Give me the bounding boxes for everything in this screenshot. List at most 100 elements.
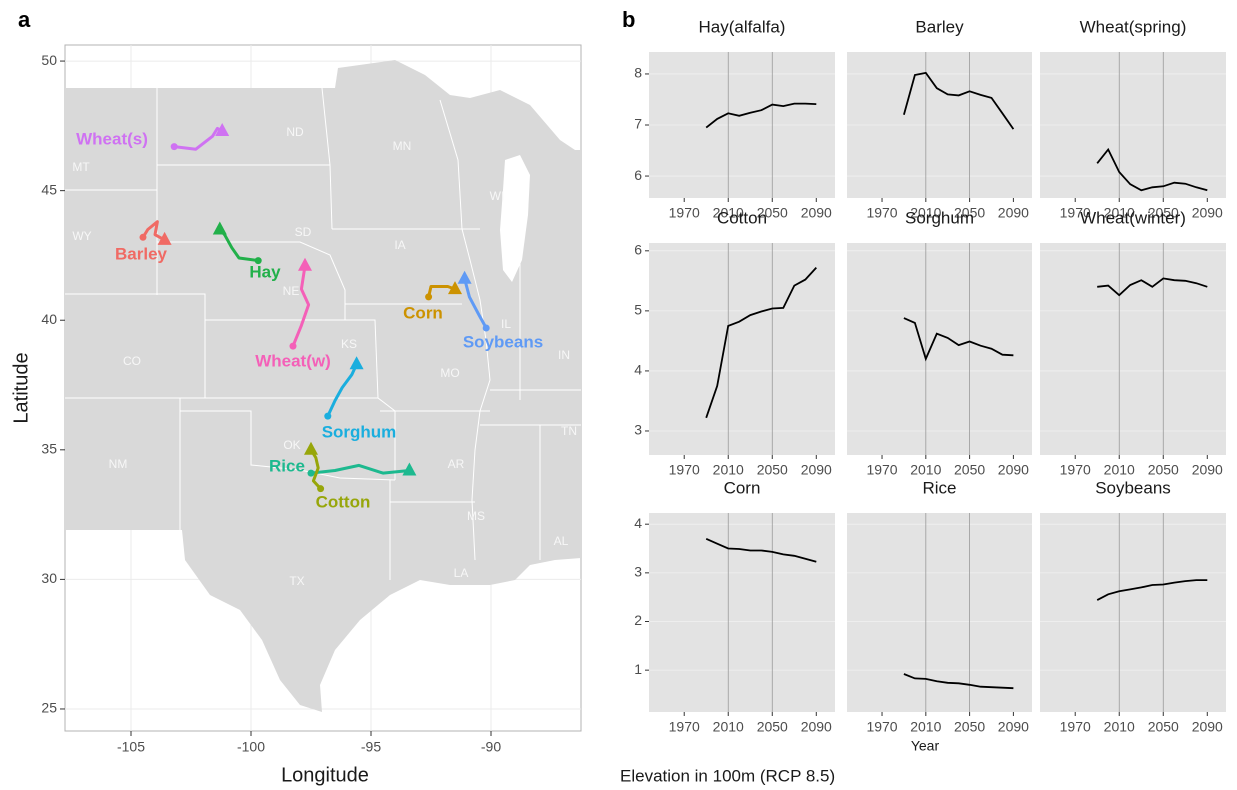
y-tick-label: 3 bbox=[634, 564, 642, 580]
end-point bbox=[215, 123, 230, 137]
facet-title: Wheat(spring) bbox=[1080, 17, 1187, 36]
y-tick-label: 40 bbox=[41, 311, 57, 327]
x-tick-label: 2010 bbox=[910, 462, 941, 478]
start-point bbox=[324, 412, 332, 420]
trajectory bbox=[141, 220, 166, 242]
x-tick-label: -100 bbox=[237, 739, 265, 755]
x-tick-label: 1970 bbox=[866, 462, 897, 478]
x-tick-label: -105 bbox=[117, 739, 145, 755]
line bbox=[903, 673, 1014, 690]
y-axis-title: Latitude bbox=[10, 352, 32, 423]
state-label: CO bbox=[123, 354, 141, 368]
x-axis-title: Year bbox=[911, 738, 940, 754]
land bbox=[65, 60, 581, 712]
trajectory bbox=[463, 278, 488, 329]
x-tick-label: 2050 bbox=[757, 462, 788, 478]
x-tick-label: 2090 bbox=[998, 462, 1029, 478]
series-label: Rice bbox=[269, 456, 305, 475]
y-tick-label: 25 bbox=[41, 700, 57, 716]
state-label: MT bbox=[72, 160, 90, 174]
x-tick-label: -95 bbox=[361, 739, 381, 755]
y-tick-label: 30 bbox=[41, 570, 57, 586]
state-label: LA bbox=[454, 566, 469, 580]
state-label: OK bbox=[283, 438, 300, 452]
line bbox=[705, 537, 817, 563]
state-label: TN bbox=[561, 424, 577, 438]
x-tick-label: 1970 bbox=[669, 205, 700, 221]
x-tick-label: 2050 bbox=[1148, 719, 1179, 735]
line bbox=[903, 317, 1014, 362]
facet-title: Barley bbox=[915, 17, 964, 36]
state-label: WI bbox=[490, 189, 505, 203]
facet-panel bbox=[649, 243, 835, 455]
x-tick-label: 2090 bbox=[1192, 462, 1223, 478]
x-tick-label: 1970 bbox=[1060, 719, 1091, 735]
x-tick-label: 2010 bbox=[910, 719, 941, 735]
state-label: NE bbox=[283, 284, 300, 298]
map-marks: ND MN MT WI SD WY IA NE IL CO KS MO IN OK TN NM AR MS AL TX… bbox=[72, 123, 577, 588]
start-point bbox=[425, 293, 433, 301]
x-tick-label: 2090 bbox=[801, 719, 832, 735]
state-label: KS bbox=[341, 337, 357, 351]
state-label: IL bbox=[501, 317, 511, 331]
x-tick-label: 1970 bbox=[866, 719, 897, 735]
y-tick-label: 2 bbox=[634, 612, 642, 628]
facet-title: Soybeans bbox=[1095, 478, 1171, 497]
facet-title: Sorghum bbox=[905, 208, 974, 227]
facet-panel bbox=[1040, 513, 1226, 712]
x-tick-label: 2050 bbox=[954, 462, 985, 478]
end-point bbox=[157, 231, 172, 245]
state-label: TX bbox=[289, 574, 304, 588]
x-tick-label: 2010 bbox=[713, 462, 744, 478]
end-point bbox=[448, 281, 462, 295]
trajectory bbox=[326, 363, 358, 417]
y-tick-label: 5 bbox=[634, 302, 642, 318]
facet-panel bbox=[1040, 243, 1226, 455]
end-point bbox=[212, 221, 227, 235]
end-point bbox=[304, 441, 318, 455]
x-tick-label: 1970 bbox=[1060, 205, 1091, 221]
caption: Elevation in 100m (RCP 8.5) bbox=[620, 766, 835, 785]
line bbox=[1096, 579, 1208, 601]
x-tick-label: 2010 bbox=[1104, 205, 1135, 221]
x-tick-label: 2090 bbox=[1192, 205, 1223, 221]
line bbox=[903, 71, 1015, 130]
y-tick-label: 7 bbox=[634, 116, 642, 132]
facet-title: Hay(alfalfa) bbox=[699, 17, 786, 36]
state-label: AR bbox=[448, 457, 465, 471]
x-tick-label: 2050 bbox=[757, 205, 788, 221]
x-tick-label: 2050 bbox=[757, 719, 788, 735]
state-label: MN bbox=[393, 139, 412, 153]
series-label: Wheat(w) bbox=[255, 351, 331, 370]
trajectory bbox=[427, 285, 456, 298]
state-label: ND bbox=[286, 125, 304, 139]
x-tick-label: 2010 bbox=[713, 719, 744, 735]
y-tick-label: 1 bbox=[634, 661, 642, 677]
x-tick-label: 2050 bbox=[1148, 462, 1179, 478]
state-label: MO bbox=[440, 366, 459, 380]
x-tick-label: 2010 bbox=[713, 205, 744, 221]
panel-label: b bbox=[622, 7, 635, 32]
y-tick-label: 6 bbox=[634, 167, 642, 183]
y-tick-label: 3 bbox=[634, 422, 642, 438]
series-label: Wheat(s) bbox=[76, 129, 148, 148]
trajectory bbox=[309, 449, 322, 490]
x-tick-label: 2090 bbox=[998, 719, 1029, 735]
x-tick-label: 2090 bbox=[801, 205, 832, 221]
x-tick-label: 2090 bbox=[801, 462, 832, 478]
series-label: Barley bbox=[115, 244, 168, 263]
series-label: Cotton bbox=[316, 492, 371, 511]
y-tick-label: 50 bbox=[41, 52, 57, 68]
x-tick-label: -90 bbox=[481, 739, 501, 755]
y-tick-label: 4 bbox=[634, 362, 642, 378]
end-point bbox=[457, 270, 472, 284]
y-tick-label: 8 bbox=[634, 65, 642, 81]
start-point bbox=[482, 324, 490, 332]
x-tick-label: 2090 bbox=[1192, 719, 1223, 735]
series-label: Hay bbox=[249, 262, 281, 281]
y-tick-label: 4 bbox=[634, 515, 642, 531]
x-tick-label: 1970 bbox=[669, 462, 700, 478]
state-label: MS bbox=[467, 509, 485, 523]
end-point bbox=[298, 257, 312, 271]
